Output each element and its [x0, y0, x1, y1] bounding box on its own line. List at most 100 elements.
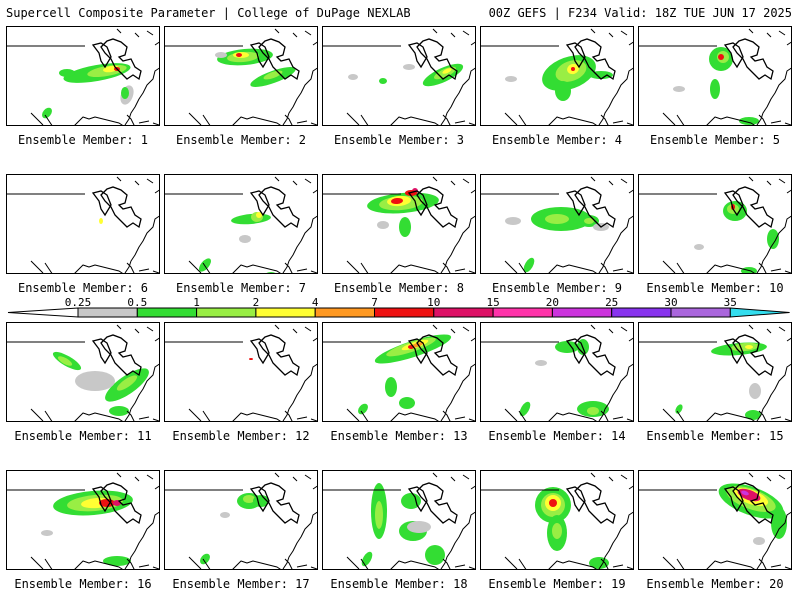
ensemble-map-7 [164, 174, 318, 274]
great-lakes-outline [249, 186, 300, 229]
scp-field [519, 339, 609, 417]
colorbar-tick-label: 0.5 [127, 296, 147, 309]
scp-contour [99, 218, 103, 224]
ensemble-map-svg [481, 176, 633, 273]
ensemble-map-svg [639, 176, 791, 273]
colorbar-tick-label: 20 [546, 296, 559, 309]
ensemble-map-1 [6, 26, 160, 126]
ensemble-map-10 [638, 174, 792, 274]
ensemble-map-2 [164, 26, 318, 126]
ensemble-member-label: Ensemble Member: 19 [488, 577, 626, 591]
scp-contour [41, 530, 53, 536]
colorbar-segment [611, 307, 672, 318]
great-lakes-outline [91, 38, 142, 81]
scp-contour [549, 499, 557, 507]
ensemble-map-9 [480, 174, 634, 274]
ensemble-map-svg [7, 472, 159, 569]
ensemble-map-svg [639, 28, 791, 125]
ensemble-map-8 [322, 174, 476, 274]
scp-contour [377, 221, 389, 229]
scp-contour [266, 272, 276, 273]
colorbar-segment [196, 307, 257, 318]
scp-field [505, 207, 609, 273]
scp-contour [535, 360, 547, 366]
scp-field [249, 358, 253, 360]
scp-field [215, 48, 296, 87]
scp-field [41, 490, 133, 566]
scp-contour [236, 53, 242, 57]
ensemble-member-label: Ensemble Member: 4 [491, 133, 623, 147]
scp-contour [59, 69, 75, 77]
great-lakes-outline [723, 334, 774, 377]
basemap-outlines [323, 324, 475, 421]
colorbar-segment [374, 307, 435, 318]
basemap-outlines [323, 176, 475, 273]
great-lakes-outline [565, 186, 616, 229]
scp-contour [505, 76, 517, 82]
ensemble-map-18 [322, 470, 476, 570]
ensemble-map-svg [481, 324, 633, 421]
scp-contour [749, 383, 761, 399]
scp-contour [710, 79, 720, 99]
ensemble-map-11 [6, 322, 160, 422]
scp-contour [379, 78, 387, 84]
scp-contour [385, 377, 397, 397]
valid-time: 00Z GEFS | F234 Valid: 18Z TUE JUN 17 20… [488, 6, 792, 20]
basemap-outlines [165, 324, 317, 421]
ensemble-map-svg [7, 176, 159, 273]
ensemble-map-15 [638, 322, 792, 422]
ensemble-map-13 [322, 322, 476, 422]
ensemble-map-5 [638, 26, 792, 126]
ensemble-map-16 [6, 470, 160, 570]
great-lakes-outline [249, 482, 300, 525]
scp-contour [391, 197, 403, 205]
basemap-outlines [323, 472, 475, 569]
scp-contour [571, 67, 575, 71]
ensemble-map-svg [323, 28, 475, 125]
ensemble-member-label: Ensemble Member: 18 [330, 577, 468, 591]
scp-contour [767, 229, 779, 249]
scp-contour [358, 403, 368, 415]
great-lakes-outline [407, 482, 458, 525]
scp-field [535, 487, 609, 569]
great-lakes-outline [91, 186, 142, 229]
great-lakes-outline [407, 334, 458, 377]
scp-contour [220, 512, 230, 518]
great-lakes-outline [565, 482, 616, 525]
ensemble-member-label: Ensemble Member: 11 [14, 429, 152, 443]
scp-field [99, 218, 103, 224]
ensemble-map-svg [481, 28, 633, 125]
ensemble-member-label: Ensemble Member: 15 [646, 429, 784, 443]
scp-contour [239, 235, 251, 243]
basemap-outlines [7, 176, 159, 273]
ensemble-member-label: Ensemble Member: 20 [646, 577, 784, 591]
colorbar-legend: 0.25 0.5 1 2 4 7 10 15 20 25 30 35 [7, 296, 790, 318]
basemap-outlines [323, 28, 475, 125]
scp-contour [109, 406, 129, 416]
scp-contour [75, 371, 115, 391]
ensemble-member-label: Ensemble Member: 9 [491, 281, 623, 295]
basemap-outlines [481, 28, 633, 125]
great-lakes-outline [407, 186, 458, 229]
great-lakes-outline [249, 334, 300, 377]
scp-field [367, 188, 439, 237]
ensemble-member-label: Ensemble Member: 6 [17, 281, 149, 295]
scp-field [42, 63, 134, 119]
colorbar-segment [492, 307, 553, 318]
great-lakes-outline [565, 334, 616, 377]
colorbar-segment [551, 307, 613, 318]
ensemble-map-svg [165, 176, 317, 273]
ensemble-map-svg [165, 324, 317, 421]
scp-contour [401, 493, 421, 509]
great-lakes-outline [723, 482, 774, 525]
scp-contour [199, 258, 211, 272]
ensemble-member-label: Ensemble Member: 10 [646, 281, 784, 295]
ensemble-map-svg [323, 176, 475, 273]
basemap-outlines [481, 324, 633, 421]
scp-contour [263, 70, 283, 80]
scp-contour [675, 404, 683, 414]
scp-contour [256, 212, 262, 218]
ensemble-map-svg [481, 472, 633, 569]
great-lakes-outline [91, 482, 142, 525]
scp-contour [399, 217, 411, 237]
